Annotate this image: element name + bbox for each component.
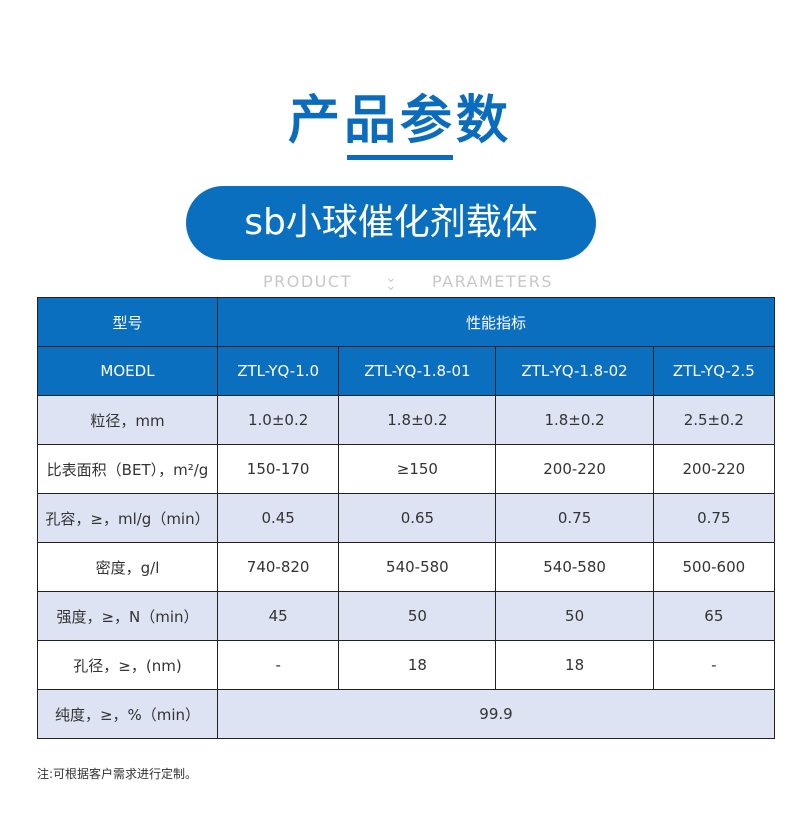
title-underline <box>347 155 453 160</box>
row-label: 孔径，≥，(nm) <box>37 640 218 690</box>
subtitle-parameters: PARAMETERS <box>432 272 554 291</box>
row-label: 密度，g/l <box>37 542 218 592</box>
cell-value: 0.45 <box>216 493 340 543</box>
cell-value: 1.8±0.2 <box>338 395 497 445</box>
cell-value: 540-580 <box>338 542 497 592</box>
model-header: ZTL-YQ-1.0 <box>216 346 340 396</box>
cell-value: 50 <box>495 591 654 641</box>
table-row: 比表面积（BET），m²/g 150-170 ≥150 200-220 200-220 <box>37 444 776 494</box>
header-moedl: MOEDL <box>37 346 218 396</box>
cell-value: 200-220 <box>495 444 654 494</box>
cell-value: - <box>216 640 340 690</box>
header-performance: 性能指标 <box>217 297 775 347</box>
footnote: 注:可根据客户需求进行定制。 <box>37 767 198 781</box>
chevron-down-icon: ⌄ ⌄ <box>385 270 397 294</box>
cell-value: 0.75 <box>495 493 654 543</box>
subtitle-product: PRODUCT <box>263 272 352 291</box>
cell-value: 45 <box>216 591 340 641</box>
cell-value: 1.8±0.2 <box>495 395 654 445</box>
row-label: 强度，≥，N（min） <box>37 591 218 641</box>
cell-value: 0.65 <box>338 493 497 543</box>
row-label: 粒径，mm <box>37 395 218 445</box>
table-row: 纯度，≥，%（min） 99.9 <box>37 689 775 739</box>
model-header: ZTL-YQ-1.8-02 <box>495 346 654 396</box>
cell-value: 1.0±0.2 <box>216 395 340 445</box>
row-label: 纯度，≥，%（min） <box>37 689 218 739</box>
table-row: 密度，g/l 740-820 540-580 540-580 500-600 <box>37 542 776 592</box>
cell-value: 740-820 <box>216 542 340 592</box>
table-header-row: 型号 性能指标 <box>37 297 775 347</box>
cell-value: - <box>652 640 776 690</box>
cell-value: 150-170 <box>216 444 340 494</box>
model-header: ZTL-YQ-1.8-01 <box>338 346 497 396</box>
table-row: 粒径，mm 1.0±0.2 1.8±0.2 1.8±0.2 2.5±0.2 <box>37 395 776 445</box>
cell-value: 2.5±0.2 <box>652 395 776 445</box>
row-label: 比表面积（BET），m²/g <box>37 444 218 494</box>
row-label: 孔容，≥，ml/g（min） <box>37 493 218 543</box>
cell-value: 18 <box>338 640 497 690</box>
cell-value: 500-600 <box>652 542 776 592</box>
cell-value: 0.75 <box>652 493 776 543</box>
cell-value: ≥150 <box>338 444 497 494</box>
model-header: ZTL-YQ-2.5 <box>652 346 776 396</box>
cell-value: 18 <box>495 640 654 690</box>
purity-value: 99.9 <box>217 689 775 739</box>
cell-value: 50 <box>338 591 497 641</box>
product-name-banner: sb小球催化剂载体 <box>186 186 596 260</box>
header-model: 型号 <box>37 297 218 347</box>
cell-value: 200-220 <box>652 444 776 494</box>
table-row: 强度，≥，N（min） 45 50 50 65 <box>37 591 776 641</box>
cell-value: 65 <box>652 591 776 641</box>
table-row: 孔径，≥，(nm) -18 18- <box>37 640 776 690</box>
page-title: 产品参数 <box>287 91 512 151</box>
table-row: 孔容，≥，ml/g（min） 0.45 0.65 0.75 0.75 <box>37 493 776 543</box>
parameters-table: 型号 性能指标 MOEDL ZTL-YQ-1.0 ZTL-YQ-1.8-01 Z… <box>37 297 776 739</box>
table-header-row: MOEDL ZTL-YQ-1.0 ZTL-YQ-1.8-01 ZTL-YQ-1.… <box>37 346 776 396</box>
cell-value: 540-580 <box>495 542 654 592</box>
